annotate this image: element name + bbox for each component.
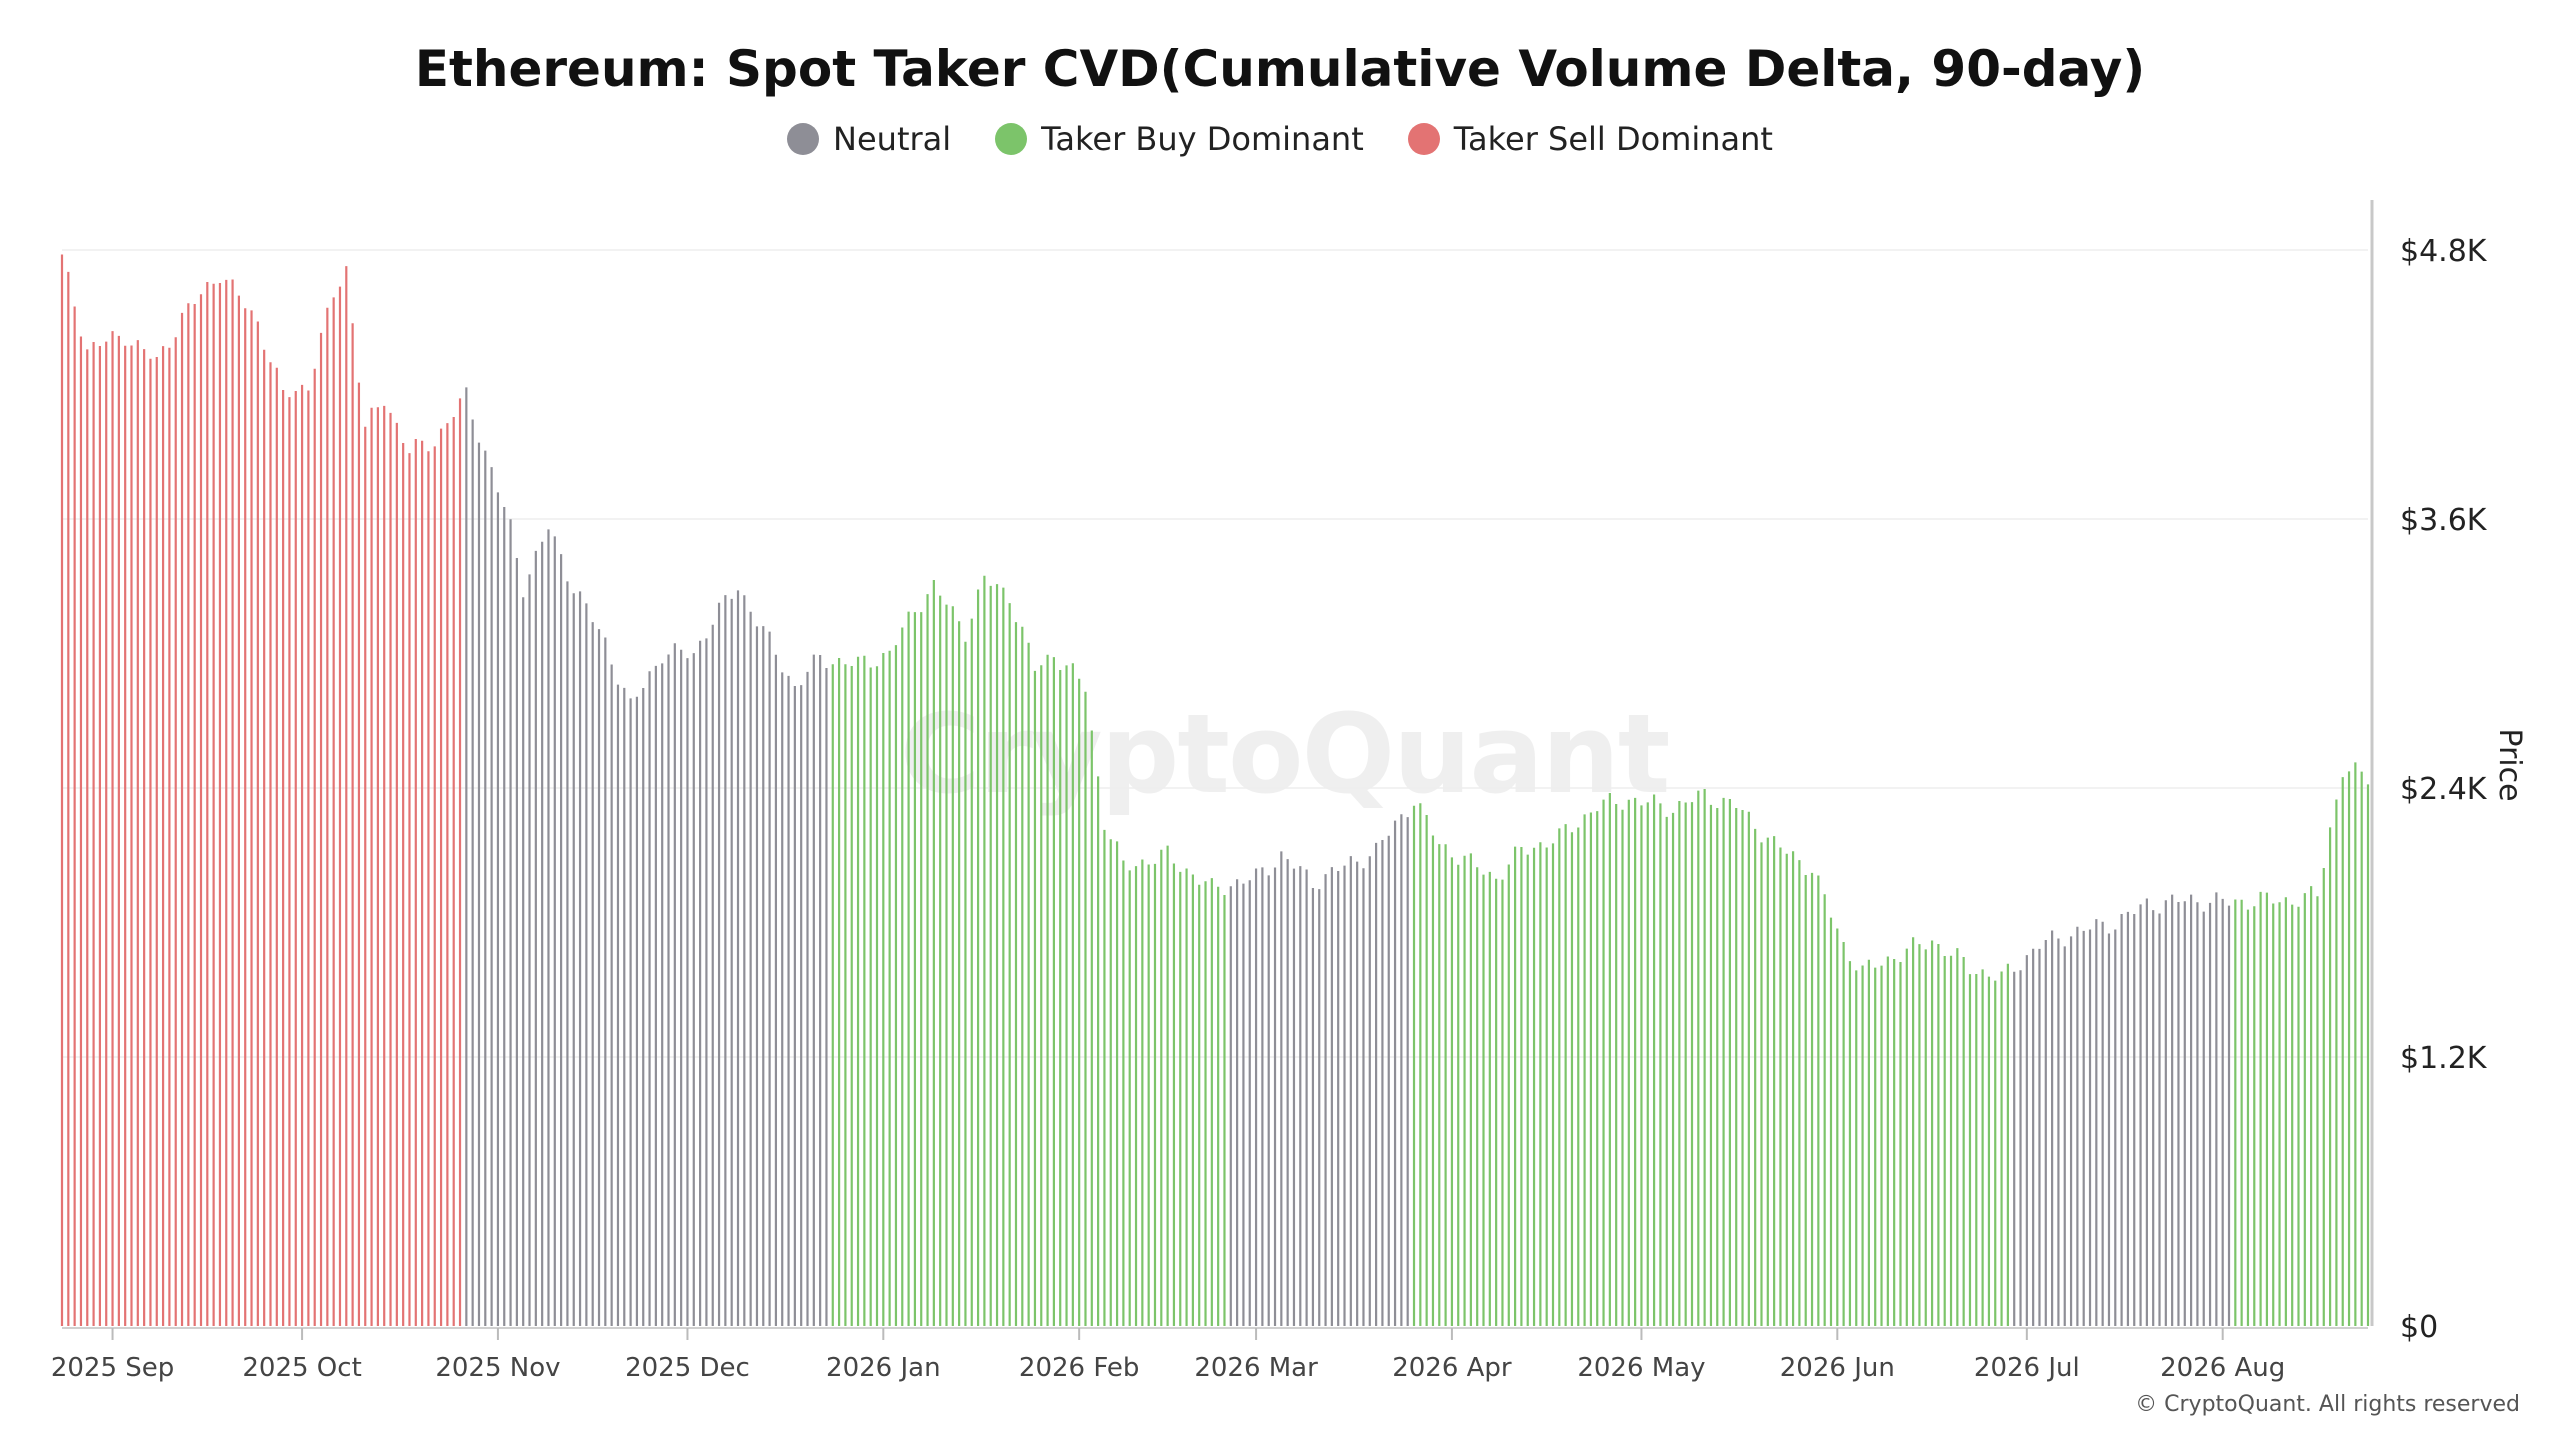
- y-tick-label: $2.4K: [2400, 772, 2488, 807]
- x-tick-label: 2026 Jan: [826, 1353, 941, 1383]
- x-tick-label: 2026 Apr: [1392, 1353, 1512, 1383]
- legend-swatch-neutral: [787, 123, 820, 155]
- x-tick-label: 2026 Jun: [1780, 1353, 1895, 1383]
- x-tick-label: 2026 Aug: [2160, 1353, 2285, 1383]
- bar-series: [60, 254, 2370, 1326]
- y-tick-label: $3.6K: [2400, 503, 2488, 538]
- y-tick-label: $1.2K: [2400, 1041, 2488, 1076]
- x-tick-label: 2026 Mar: [1194, 1353, 1318, 1383]
- legend-item-taker-sell[interactable]: Taker Sell Dominant: [1407, 120, 1773, 158]
- y-tick-label: $4.8K: [2400, 234, 2488, 269]
- x-tick-label: 2026 Jul: [1974, 1353, 2080, 1383]
- x-tick-label: 2025 Dec: [625, 1353, 750, 1383]
- x-tick-label: 2025 Sep: [51, 1353, 174, 1383]
- legend-label-taker-buy: Taker Buy Dominant: [1041, 120, 1364, 158]
- legend-swatch-taker-buy: [995, 123, 1028, 155]
- legend-swatch-taker-sell: [1407, 123, 1440, 155]
- legend-label-taker-sell: Taker Sell Dominant: [1453, 120, 1773, 158]
- legend-item-neutral[interactable]: Neutral: [787, 120, 951, 158]
- copyright-notice: © CryptoQuant. All rights reserved: [2135, 1392, 2520, 1417]
- x-tick-label: 2025 Oct: [242, 1353, 361, 1383]
- y-axis: $0 $1.2K $2.4K $3.6K $4.8K Price: [2370, 200, 2527, 1345]
- grid-lines: [62, 249, 2368, 1058]
- x-tick-label: 2025 Nov: [435, 1353, 560, 1383]
- chart-title: Ethereum: Spot Taker CVD(Cumulative Volu…: [414, 40, 2146, 98]
- x-axis: 2025 Sep 2025 Oct 2025 Nov 2025 Dec 2026 Jan…: [51, 1327, 2368, 1383]
- y-axis-label: Price: [2492, 728, 2527, 801]
- legend-item-taker-buy[interactable]: Taker Buy Dominant: [995, 120, 1364, 158]
- x-tick-label: 2026 Feb: [1019, 1353, 1139, 1383]
- legend-label-neutral: Neutral: [833, 120, 952, 158]
- x-tick-label: 2026 May: [1577, 1353, 1705, 1383]
- chart-legend: Neutral Taker Buy Dominant Taker Sell Do…: [0, 120, 2560, 158]
- y-tick-label: $0: [2400, 1310, 2438, 1345]
